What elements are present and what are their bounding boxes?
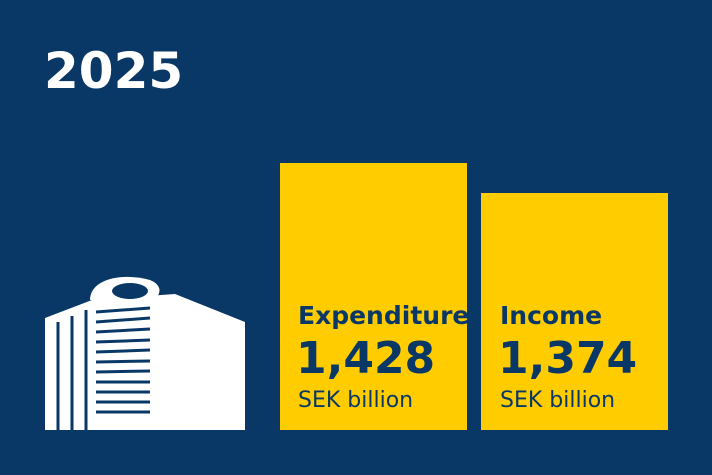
title: 2025	[44, 42, 183, 100]
item-label: Expenditure	[298, 301, 469, 330]
item-unit: SEK billion	[298, 388, 413, 413]
item-label: Income	[500, 301, 602, 330]
item-value: 1,374	[498, 333, 637, 384]
building-icon	[45, 276, 245, 430]
income-panel	[481, 193, 668, 430]
item-value: 1,428	[296, 333, 435, 384]
item-unit: SEK billion	[500, 388, 615, 413]
expenditure-panel	[280, 163, 467, 430]
